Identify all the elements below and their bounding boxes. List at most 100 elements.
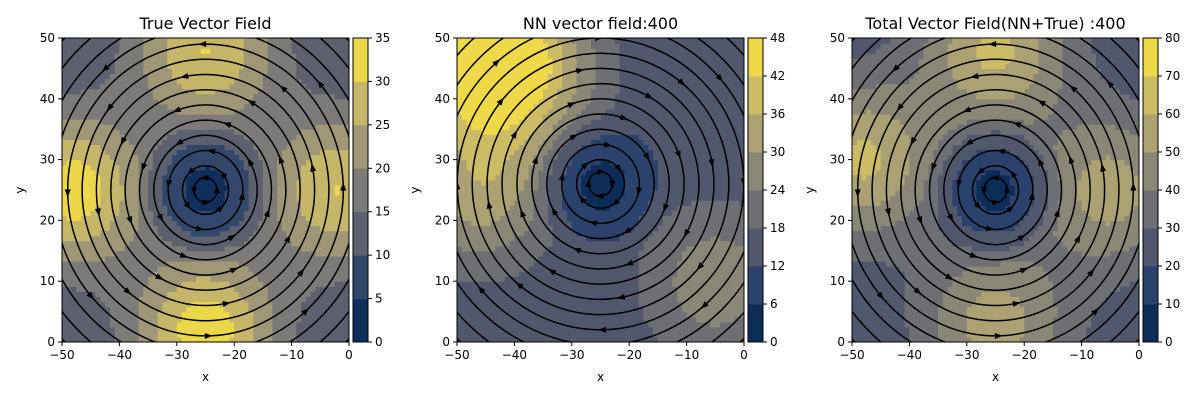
stream-arrow <box>86 291 94 300</box>
colorbar-tick-label: 25 <box>375 118 390 132</box>
stream-arrow <box>567 102 576 109</box>
stream-arrow <box>64 189 71 198</box>
stream-arrow <box>1068 155 1075 164</box>
colorbar-segment <box>353 298 368 343</box>
stream-arrow <box>994 333 1003 339</box>
streamline <box>531 113 670 255</box>
stream-arrow <box>1019 267 1029 274</box>
y-tick-label: 30 <box>40 153 55 167</box>
colorbar-segment <box>748 304 763 343</box>
streamline <box>560 143 641 225</box>
stream-arrow <box>896 103 904 112</box>
colorbar-tick-label: 30 <box>375 74 390 88</box>
x-tick-label: −50 <box>49 348 74 362</box>
axes-frame <box>61 37 350 343</box>
stream-arrow <box>532 155 538 165</box>
stream-arrow <box>204 333 213 339</box>
colorbar-tick-label: 42 <box>770 69 785 83</box>
stream-arrow <box>141 162 148 172</box>
stream-arrow <box>279 85 288 93</box>
x-tick-label: −30 <box>164 348 189 362</box>
colorbar-tick-label: 18 <box>770 221 785 235</box>
stream-arrow <box>572 248 582 254</box>
colorbar-tick-label: 0 <box>1165 335 1173 349</box>
stream-arrow <box>227 234 236 242</box>
stream-arrow <box>492 59 501 67</box>
x-tick-label: −10 <box>1069 348 1094 362</box>
stream-arrow <box>247 158 255 167</box>
magnitude-contour <box>62 38 349 342</box>
stream-arrow <box>642 152 650 161</box>
colorbar-segment <box>353 168 368 213</box>
x-tick-label: −40 <box>107 348 132 362</box>
stream-arrow <box>200 174 209 181</box>
stream-arrow <box>985 225 995 232</box>
stream-arrow <box>529 384 538 390</box>
colorbar-segment <box>1143 114 1158 153</box>
streamline <box>943 134 1048 246</box>
stream-arrow <box>674 150 681 159</box>
stream-arrow <box>392 253 398 262</box>
colorbar-segment <box>748 114 763 153</box>
stream-arrow <box>191 187 197 195</box>
stream-arrow <box>990 174 999 181</box>
stream-arrow <box>1107 80 1115 89</box>
y-tick-label: 20 <box>435 213 450 227</box>
stream-arrow <box>120 136 127 146</box>
stream-arrow <box>973 201 982 210</box>
stream-arrow <box>708 158 715 168</box>
stream-arrow <box>619 114 629 120</box>
colorbar-tick-label: 5 <box>375 292 383 306</box>
colorbar-tick-label: 24 <box>770 183 785 197</box>
stream-arrow <box>603 141 612 148</box>
colorbar: 0 5 10 15 20 25 30 35 <box>352 31 390 349</box>
stream-arrow <box>803 118 809 127</box>
stream-arrow <box>1004 185 1010 193</box>
stream-arrow <box>1100 163 1107 172</box>
chart-title: NN vector field:400 <box>523 14 678 33</box>
x-tick-label: −10 <box>279 348 304 362</box>
streamline <box>885 73 1106 307</box>
stream-arrow <box>1012 122 1022 128</box>
stream-arrow <box>1091 308 1100 316</box>
y-axis-label: y <box>13 186 27 193</box>
stream-arrow <box>547 268 557 276</box>
streamline <box>181 164 230 216</box>
stream-arrow <box>595 38 603 42</box>
colorbar-tick-label: 40 <box>1165 183 1180 197</box>
stream-arrow <box>612 198 621 206</box>
stream-arrow <box>399 111 405 120</box>
stream-arrow <box>1053 208 1060 218</box>
stream-arrow <box>551 207 559 216</box>
stream-arrow <box>301 308 310 316</box>
streamline <box>95 73 316 307</box>
streamline <box>138 119 273 261</box>
stream-arrow <box>700 301 709 309</box>
stream-arrow <box>478 286 486 294</box>
streamline <box>110 88 301 292</box>
stream-arrow <box>426 152 432 160</box>
stream-arrow <box>663 203 669 213</box>
x-tick-label: −20 <box>222 348 247 362</box>
y-tick-label: 40 <box>435 92 450 106</box>
streamlines <box>62 38 398 342</box>
stream-arrow <box>198 41 207 47</box>
x-tick-label: 0 <box>1135 348 1143 362</box>
stream-arrow <box>597 168 606 175</box>
stream-arrow <box>644 92 654 99</box>
x-tick-label: −30 <box>559 348 584 362</box>
stream-arrow <box>183 201 192 210</box>
stream-arrow <box>988 41 997 47</box>
colorbar-tick-label: 50 <box>1165 145 1180 159</box>
stream-arrow <box>884 208 891 217</box>
x-tick-label: 0 <box>740 348 748 362</box>
y-tick-label: 20 <box>830 213 845 227</box>
stream-arrow <box>797 248 803 257</box>
colorbar-tick-label: 10 <box>1165 297 1180 311</box>
stream-arrow <box>614 164 622 173</box>
colorbar-segment <box>748 190 763 229</box>
y-axis-label: y <box>803 186 817 193</box>
colorbar-tick-label: 10 <box>375 248 390 262</box>
panel-nn-vector-field: −50 −40 −30 −20 −10 0 0 10 20 30 40 50 NN vector fie… <box>399 14 803 390</box>
stream-arrow <box>94 208 101 217</box>
